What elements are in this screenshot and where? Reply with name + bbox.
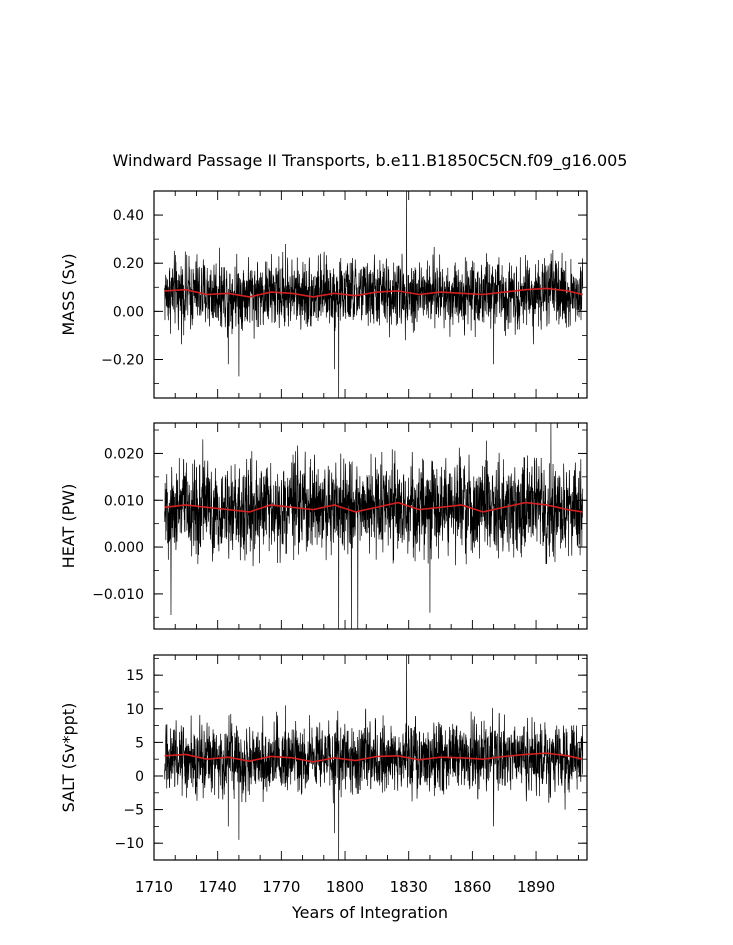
y-tick-label: −0.010 [92,587,144,603]
y-tick-label: 15 [126,668,144,684]
y-tick-label: 0.40 [113,208,144,224]
mass-panel: −0.20 0.00 0.20 0.40 MASS (Sv) [59,190,588,399]
heat-panel: −0.010 0.000 0.010 0.020 HEAT (PW) [59,422,588,630]
x-tick-labels: 1710 1740 1770 1800 1830 1860 1890 [135,878,555,896]
heat-y-axis-label: HEAT (PW) [59,484,78,569]
salt-smoothed-series [164,752,583,763]
x-tick-label: 1890 [517,878,555,896]
x-tick-label: 1860 [453,878,491,896]
y-tick-label: 0.020 [104,446,144,462]
salt-panel: −10 −5 0 5 10 15 SALT (Sv*ppt) [59,654,588,861]
salt-raw-series [164,655,584,860]
y-tick-label: 0 [135,769,144,785]
y-tick-label: 0.000 [104,540,144,556]
x-tick-label: 1800 [326,878,364,896]
y-tick-label: 0.010 [104,493,144,509]
y-tick-label: −10 [114,836,144,852]
y-tick-label: −5 [123,803,144,819]
mass-frame [153,190,588,399]
y-tick-label: 5 [135,735,144,751]
figure-title: Windward Passage II Transports, b.e11.B1… [113,151,628,171]
x-tick-label: 1830 [390,878,428,896]
y-tick-label: 0.00 [113,304,144,320]
x-tick-label: 1740 [199,878,237,896]
salt-frame [153,654,588,861]
y-tick-label: −0.20 [101,352,144,368]
mass-raw-series [164,191,584,398]
x-tick-label: 1710 [135,878,173,896]
mass-smoothed-series [164,287,583,298]
heat-frame [153,422,588,630]
x-tick-label: 1770 [262,878,300,896]
salt-y-axis-label: SALT (Sv*ppt) [59,703,78,813]
heat-raw-series [164,423,584,629]
x-axis-label: Years of Integration [291,903,448,922]
y-tick-label: 10 [126,702,144,718]
y-tick-label: 0.20 [113,256,144,272]
heat-smoothed-series [164,501,583,513]
mass-y-axis-label: MASS (Sv) [59,253,78,335]
